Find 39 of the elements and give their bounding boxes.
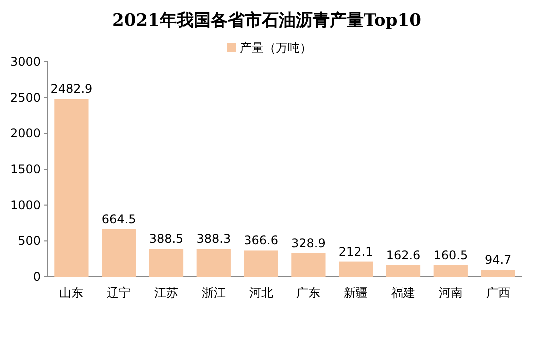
data-label: 328.9: [292, 236, 326, 250]
bar: [196, 249, 231, 277]
x-tick-label: 福建: [392, 286, 416, 300]
bar: [102, 229, 136, 277]
bar: [292, 253, 326, 277]
data-label: 366.6: [244, 234, 278, 248]
x-tick-label: 浙江: [202, 286, 226, 300]
bar: [339, 262, 374, 277]
x-tick-label: 河北: [249, 286, 274, 300]
bar: [481, 270, 516, 277]
y-tick-label: 3000: [10, 55, 41, 69]
y-tick-label: 2000: [10, 126, 41, 141]
x-tick-label: 江苏: [154, 286, 178, 300]
x-tick-label: 新疆: [344, 286, 368, 300]
data-label: 2482.9: [50, 82, 93, 96]
bar: [434, 265, 468, 277]
y-tick-label: 1500: [10, 162, 41, 176]
bar: [54, 99, 89, 277]
x-tick-label: 广东: [296, 286, 321, 300]
y-tick-label: 1000: [10, 198, 41, 212]
bar: [244, 250, 278, 277]
data-label: 162.6: [386, 248, 421, 262]
bar: [386, 265, 421, 277]
bar: [149, 249, 184, 277]
y-tick-label: 2500: [10, 90, 41, 105]
y-tick-label: 0: [33, 270, 41, 284]
y-tick-label: 500: [18, 234, 41, 248]
data-label: 664.5: [102, 212, 136, 226]
data-label: 94.7: [484, 253, 512, 268]
data-label: 212.1: [338, 244, 374, 259]
data-label: 160.5: [434, 248, 468, 262]
x-tick-label: 河南: [438, 286, 463, 300]
legend-label: 产量（万吨）: [240, 41, 312, 55]
data-label: 388.3: [196, 232, 232, 246]
data-label: 388.5: [149, 232, 184, 246]
x-tick-label: 广西: [486, 286, 510, 300]
x-tick-label: 辽宁: [107, 286, 132, 300]
chart-title: 2021年我国各省市石油沥青产量Top10: [112, 11, 422, 31]
x-tick-label: 山东: [60, 286, 84, 300]
